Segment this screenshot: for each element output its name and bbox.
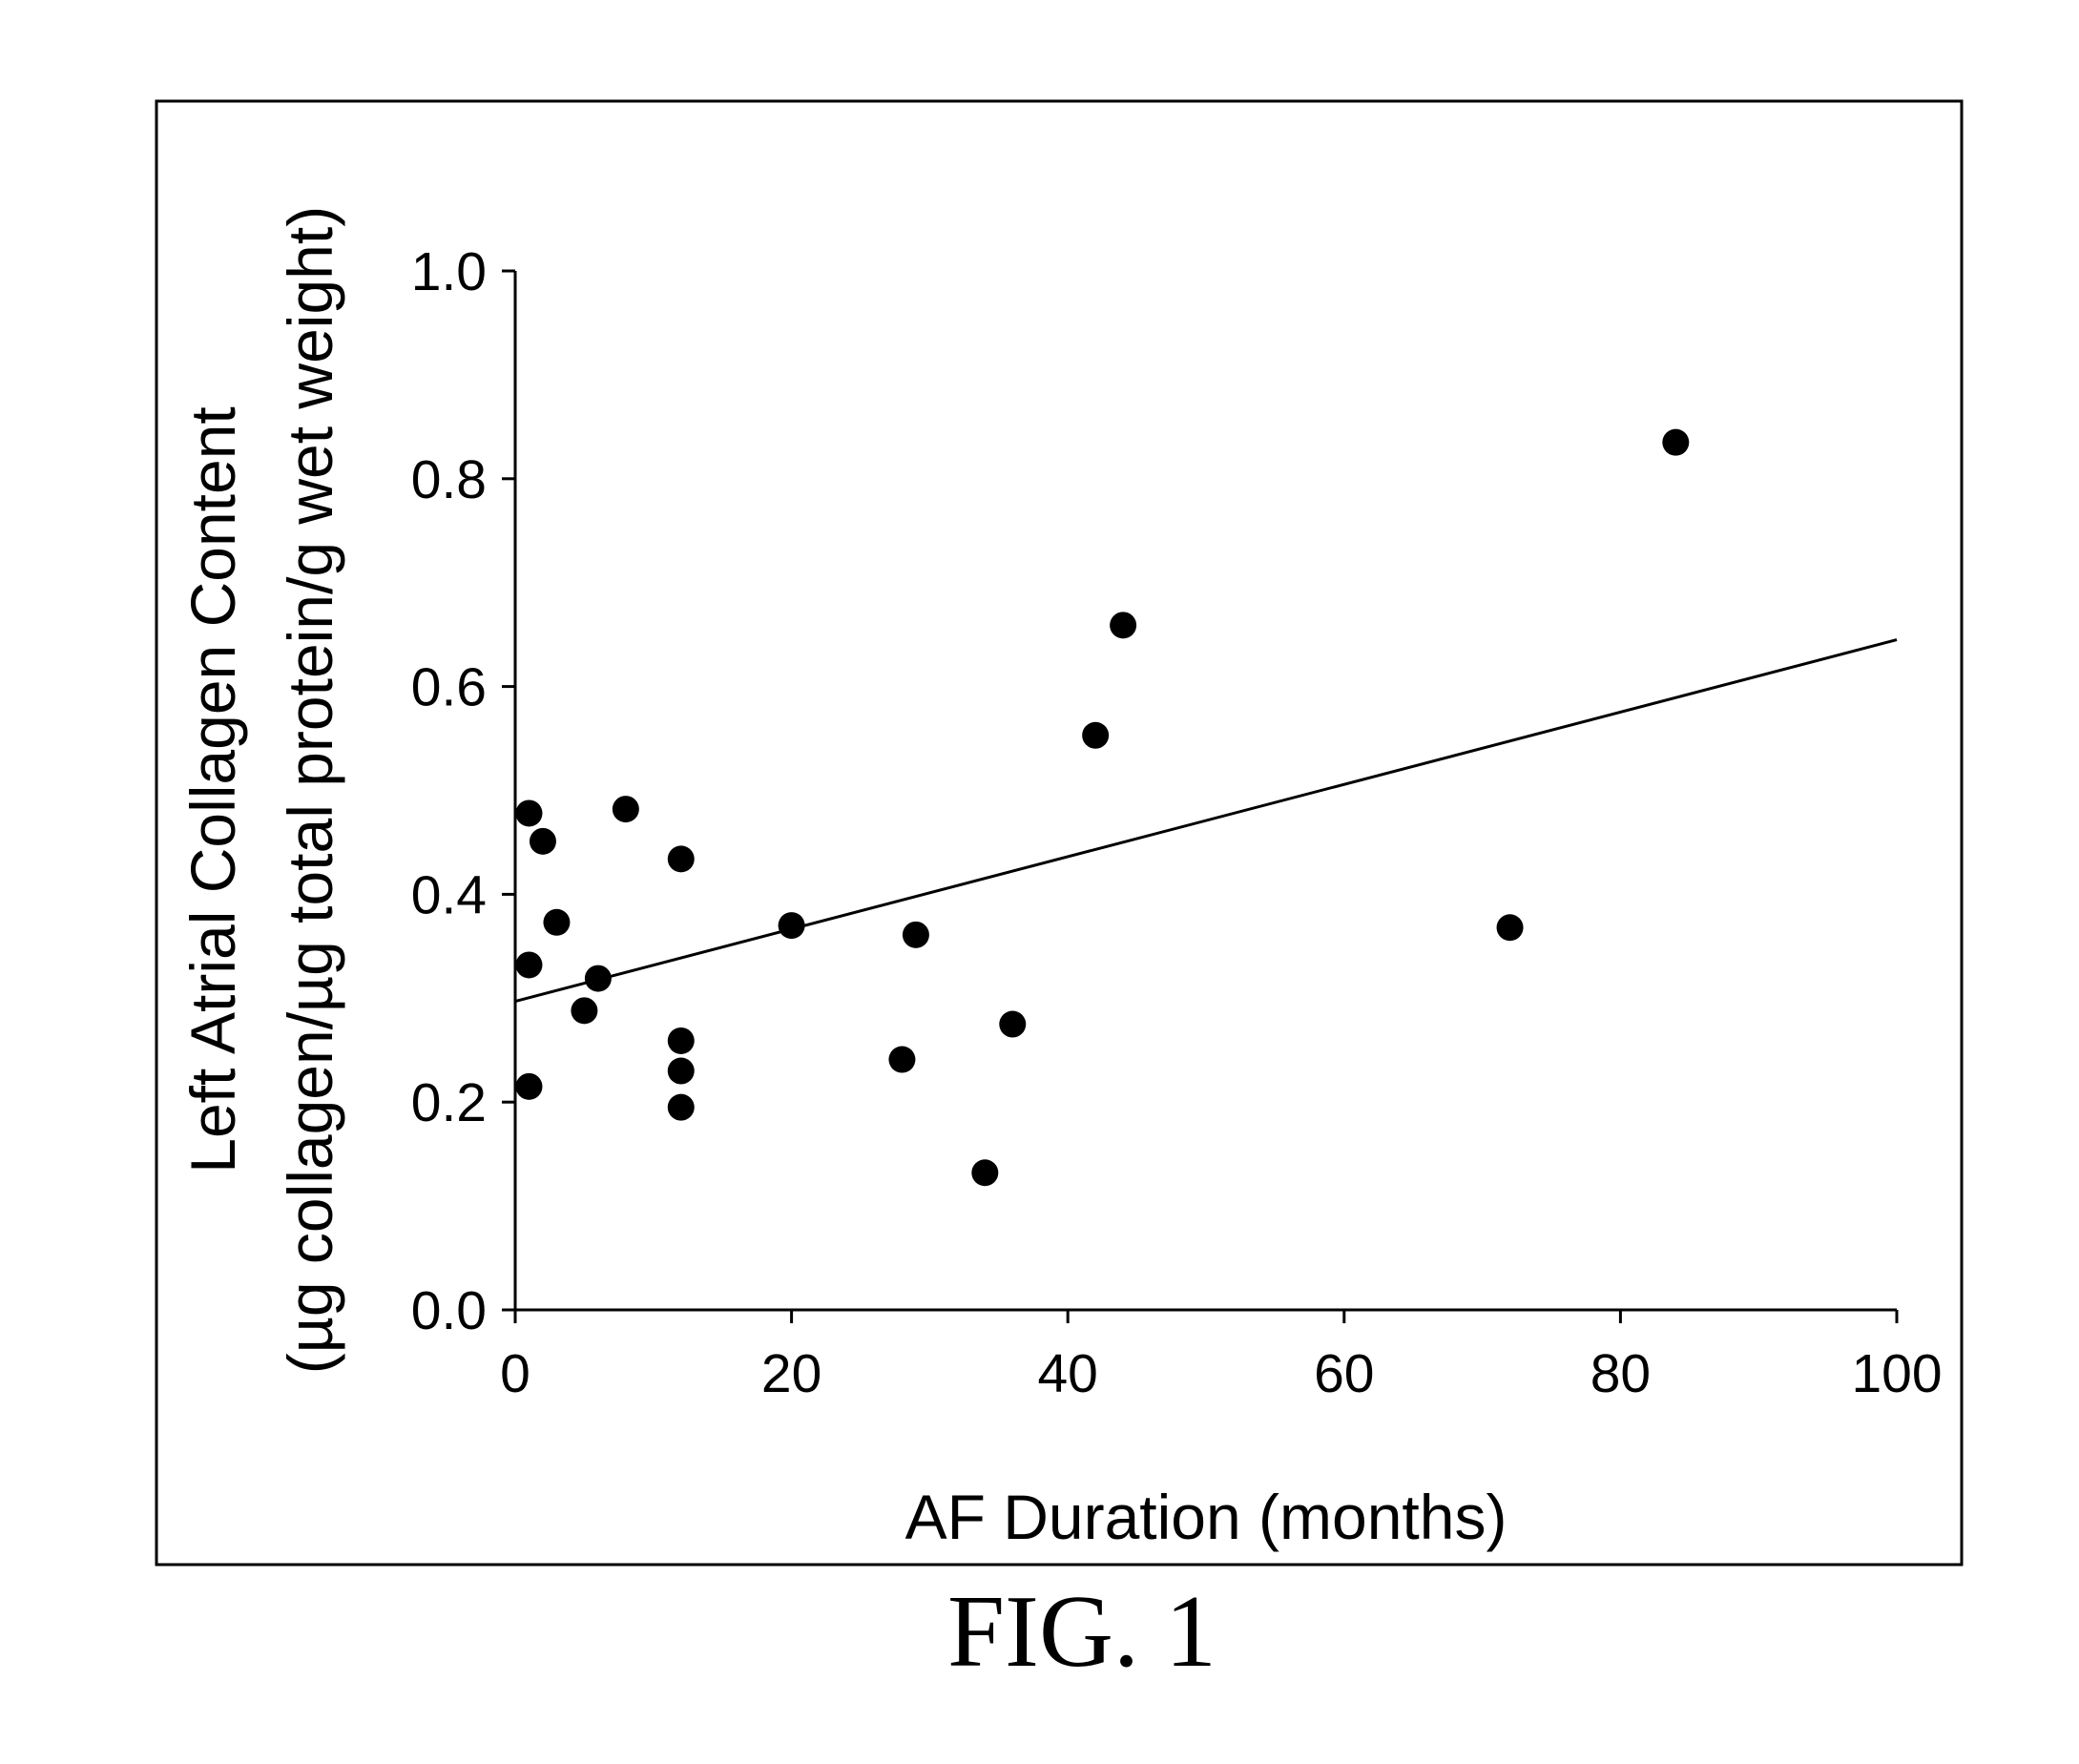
y-tick-label: 0.6: [411, 657, 487, 718]
data-point: [543, 909, 570, 936]
data-point: [515, 799, 542, 826]
data-point: [668, 1058, 695, 1085]
y-ticks: 0.0 0.2 0.4 0.6 0.8 1.0: [411, 241, 515, 1341]
data-point: [530, 828, 556, 855]
data-point: [571, 997, 597, 1024]
x-tick-label: 0: [500, 1343, 530, 1404]
data-point: [515, 1073, 542, 1100]
x-tick-label: 40: [1037, 1343, 1097, 1404]
x-axis-title: AF Duration (months): [905, 1482, 1507, 1552]
x-tick-label: 60: [1314, 1343, 1374, 1404]
data-points: [515, 429, 1689, 1187]
data-point: [1497, 914, 1524, 941]
figure: 0.0 0.2 0.4 0.6 0.8 1.0 0 20 40 60 80 100 AF Durat…: [0, 0, 2079, 1764]
data-point: [888, 1047, 915, 1073]
data-point: [1662, 429, 1689, 456]
regression-group: [515, 640, 1897, 1002]
data-point: [515, 951, 542, 978]
figure-caption: FIG. 1: [947, 1575, 1216, 1689]
y-tick-label: 0.0: [411, 1280, 487, 1341]
data-point: [1110, 612, 1136, 638]
data-point: [585, 965, 612, 992]
data-point: [1082, 722, 1109, 749]
regression-line: [515, 640, 1897, 1002]
y-tick-label: 0.8: [411, 449, 487, 510]
x-tick-label: 80: [1590, 1343, 1651, 1404]
y-axis-title-line-1: Left Atrial Collagen Content: [177, 406, 248, 1173]
x-ticks: 0 20 40 60 80 100: [500, 1310, 1942, 1404]
data-point: [668, 845, 695, 872]
x-tick-label: 100: [1851, 1343, 1942, 1404]
y-tick-label: 1.0: [411, 241, 487, 302]
data-point: [779, 912, 805, 939]
data-point: [971, 1159, 998, 1186]
data-point: [999, 1011, 1026, 1038]
x-tick-label: 20: [761, 1343, 821, 1404]
data-point: [668, 1027, 695, 1054]
data-point: [668, 1094, 695, 1121]
y-tick-label: 0.2: [411, 1072, 487, 1133]
data-point: [903, 922, 929, 948]
y-tick-label: 0.4: [411, 864, 487, 925]
y-axis-title-line-2: (µg collagen/µg total protein/g wet weig…: [275, 206, 345, 1374]
data-point: [613, 796, 639, 822]
